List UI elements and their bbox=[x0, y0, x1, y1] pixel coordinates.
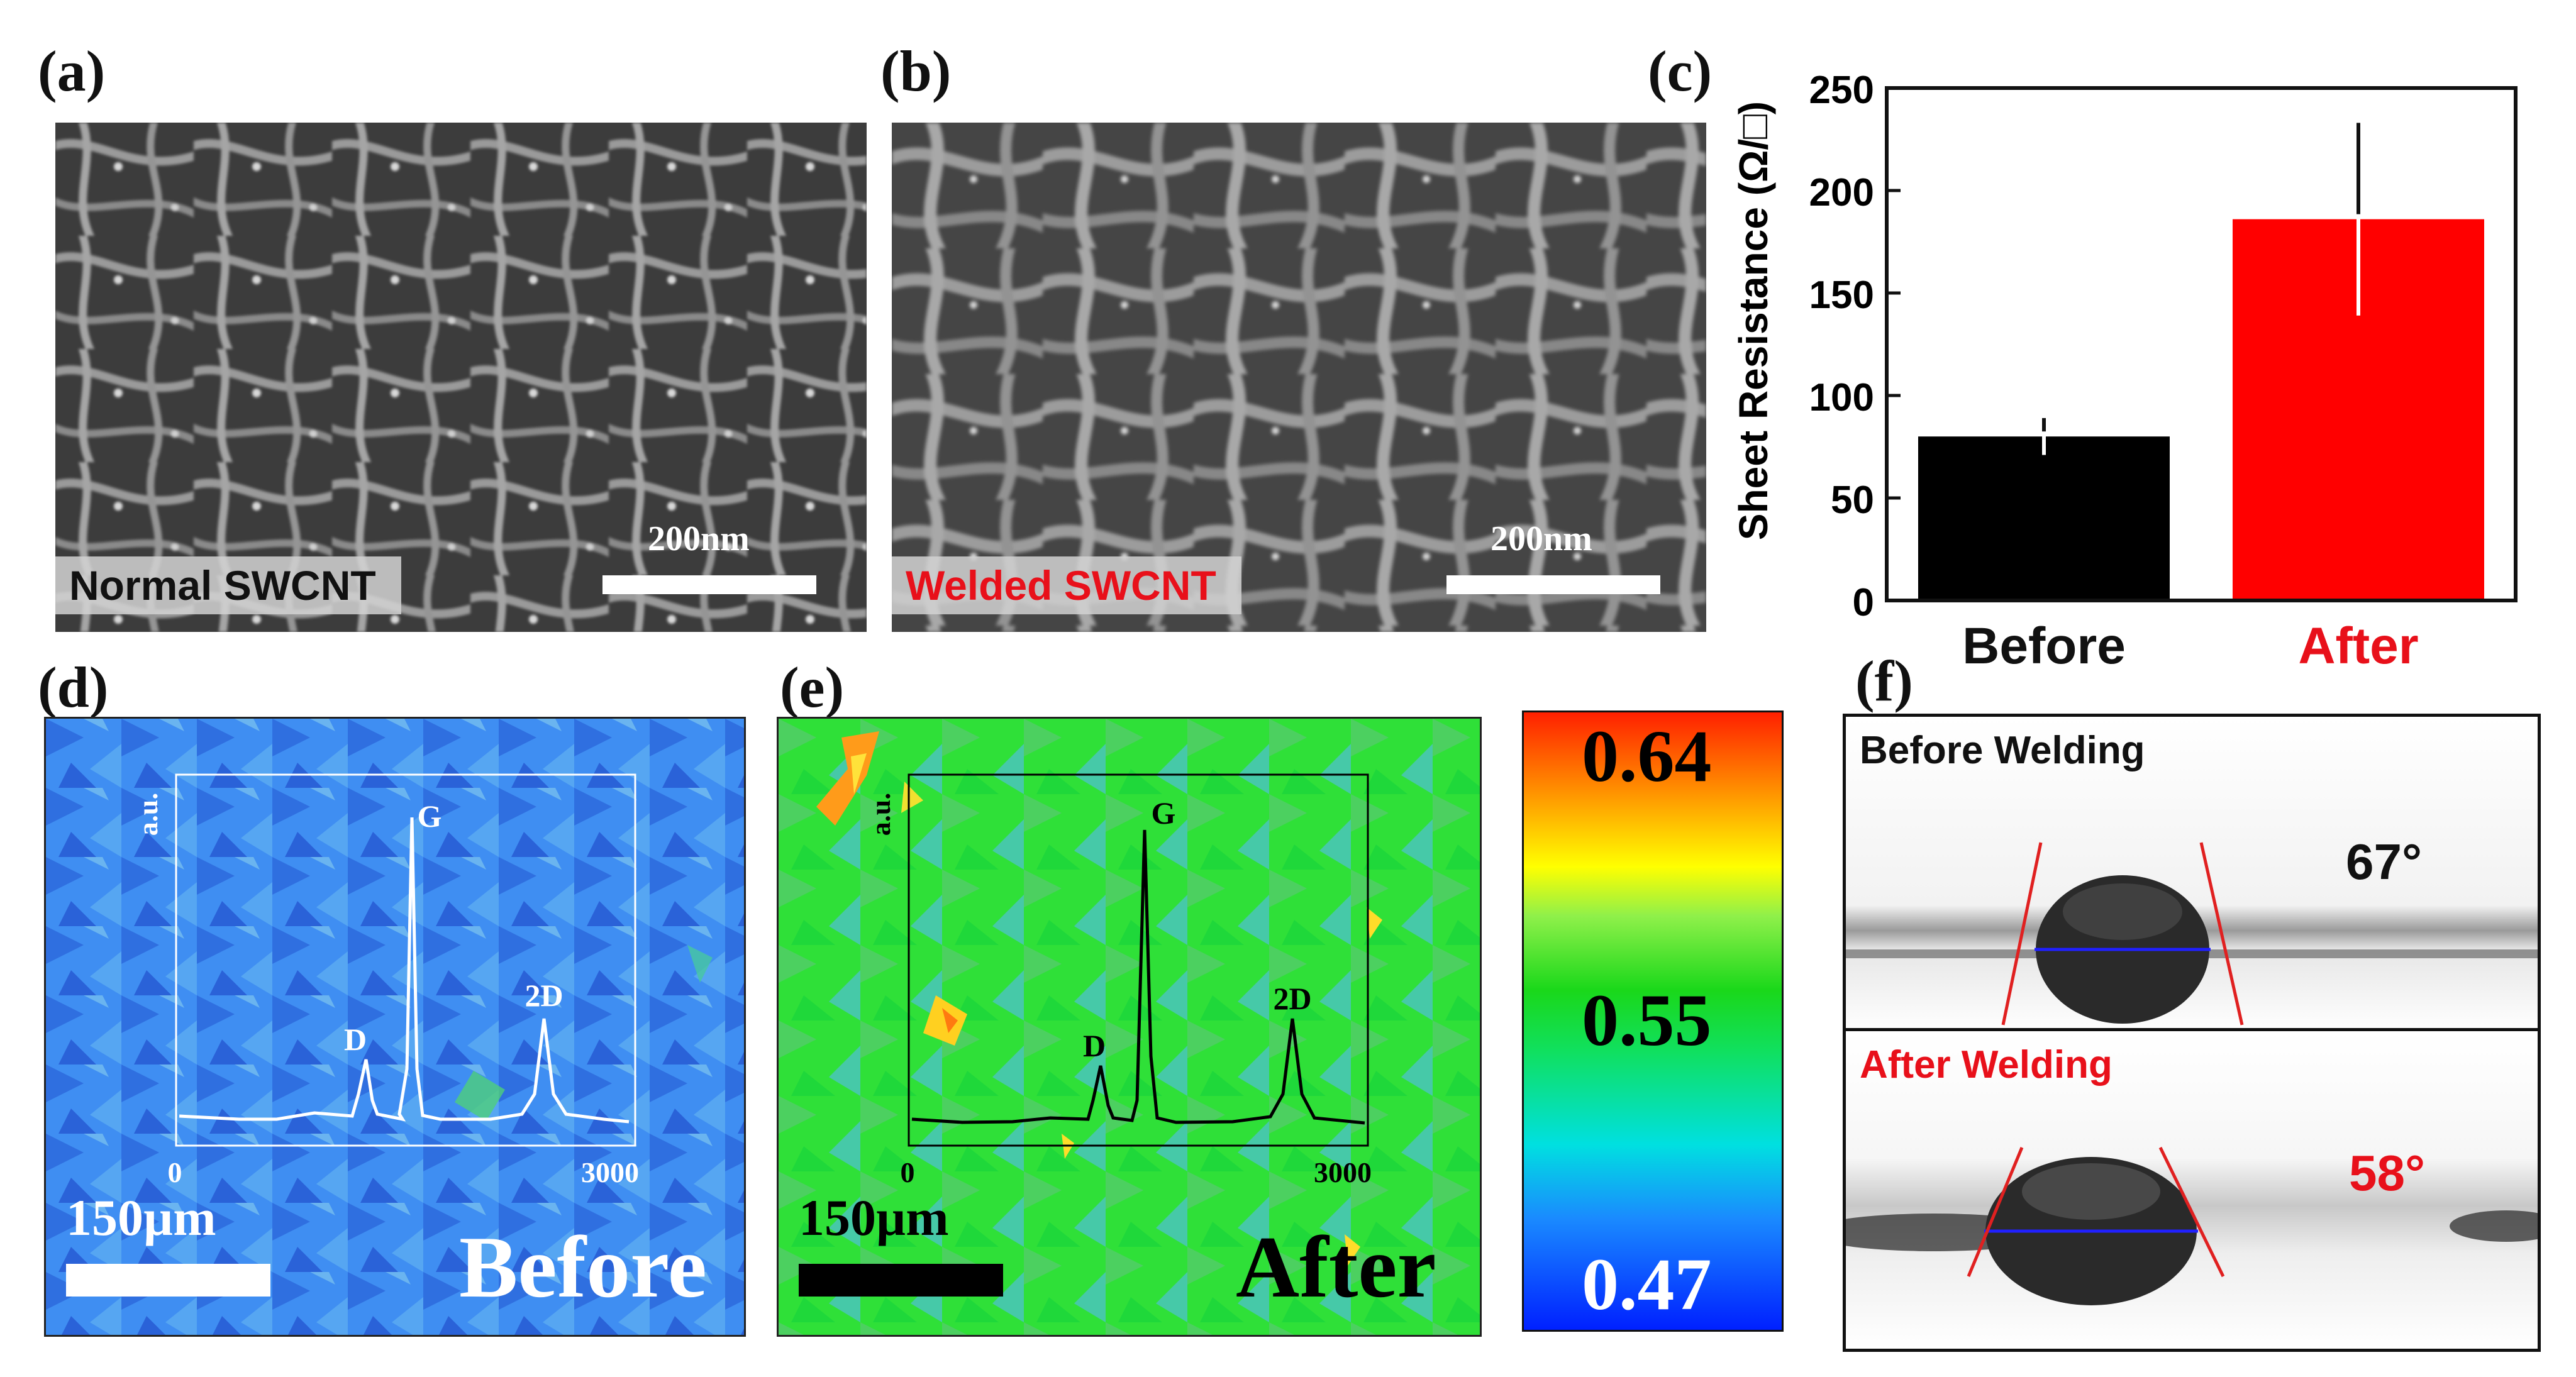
y-tick-label: 50 bbox=[1831, 478, 1874, 522]
inset-xmax-before: 3000 bbox=[581, 1156, 639, 1188]
contact-title-before: Before Welding bbox=[1860, 729, 2145, 772]
inset-xmin-after: 0 bbox=[901, 1156, 915, 1188]
inset-ylabel-before: a.u. bbox=[133, 793, 164, 836]
sem-caption-normal: Normal SWCNT bbox=[55, 556, 401, 614]
scale-label-e: 150µm bbox=[799, 1189, 949, 1246]
bar-before bbox=[1918, 436, 2170, 599]
colorbar-mid: 0.55 bbox=[1582, 979, 1712, 1061]
plot-frame bbox=[1885, 86, 2518, 602]
colorbar-min: 0.47 bbox=[1582, 1243, 1712, 1325]
scale-label-b: 200nm bbox=[1491, 519, 1592, 558]
x-label-after: After bbox=[2298, 617, 2418, 675]
peak-g-before: G bbox=[418, 799, 442, 834]
inset-ylabel-after: a.u. bbox=[865, 793, 896, 836]
state-label-after: After bbox=[1236, 1219, 1436, 1316]
scale-bar-d bbox=[66, 1264, 270, 1297]
y-tick-label: 200 bbox=[1809, 171, 1874, 214]
sem-image-normal bbox=[55, 123, 867, 632]
state-label-before: Before bbox=[459, 1219, 707, 1316]
inset-xmin-before: 0 bbox=[168, 1156, 182, 1188]
y-tick-label: 100 bbox=[1809, 376, 1874, 419]
contact-title-after: After Welding bbox=[1860, 1043, 2112, 1087]
x-label-before: Before bbox=[1962, 617, 2126, 675]
colorbar-max: 0.64 bbox=[1582, 715, 1712, 797]
panel-b-label: (b) bbox=[880, 39, 952, 103]
sheet-resistance-chart: Sheet Resistance (Ω/□) 0 50 100 150 200 250 B… bbox=[1731, 69, 2518, 675]
contact-angle-value-after: 58° bbox=[2349, 1145, 2425, 1201]
panel-f-label: (f) bbox=[1855, 649, 1913, 713]
colorbar bbox=[1522, 711, 1784, 1332]
peak-2d-before: 2D bbox=[525, 978, 563, 1013]
contact-angle-before: Before Welding 67° bbox=[1843, 714, 2541, 1034]
y-tick-label: 150 bbox=[1809, 274, 1874, 317]
inset-xmax-after: 3000 bbox=[1314, 1156, 1372, 1188]
scale-label-a: 200nm bbox=[648, 519, 750, 558]
scale-bar-b bbox=[1446, 575, 1660, 594]
raman-map-after bbox=[777, 717, 1482, 1337]
peak-2d-after: 2D bbox=[1273, 981, 1311, 1016]
panel-d-label: (d) bbox=[38, 655, 109, 719]
sem-caption-welded: Welded SWCNT bbox=[892, 556, 1241, 614]
y-axis-label: Sheet Resistance (Ω/□) bbox=[1731, 101, 1776, 540]
peak-d-before: D bbox=[344, 1022, 367, 1057]
scale-bar-a bbox=[602, 575, 816, 594]
scale-bar-e bbox=[799, 1264, 1003, 1297]
contact-angle-after: After Welding 58° bbox=[1843, 1028, 2541, 1352]
raman-inset-after: a.u. 0 3000 D G 2D bbox=[865, 773, 1372, 1188]
y-tick-label: 0 bbox=[1853, 581, 1874, 624]
sem-image-welded bbox=[892, 123, 1706, 632]
y-tick-label: 250 bbox=[1809, 69, 1874, 112]
panel-e-label: (e) bbox=[780, 655, 845, 719]
raman-inset-before: a.u. 0 3000 D G 2D bbox=[133, 773, 639, 1188]
contact-angle-value-before: 67° bbox=[2346, 834, 2422, 890]
peak-d-after: D bbox=[1083, 1028, 1106, 1063]
scale-label-d: 150µm bbox=[66, 1189, 216, 1246]
panel-a-label: (a) bbox=[38, 39, 106, 103]
panel-c-label: (c) bbox=[1648, 39, 1713, 103]
peak-g-after: G bbox=[1152, 795, 1176, 831]
raman-map-before bbox=[44, 717, 746, 1337]
